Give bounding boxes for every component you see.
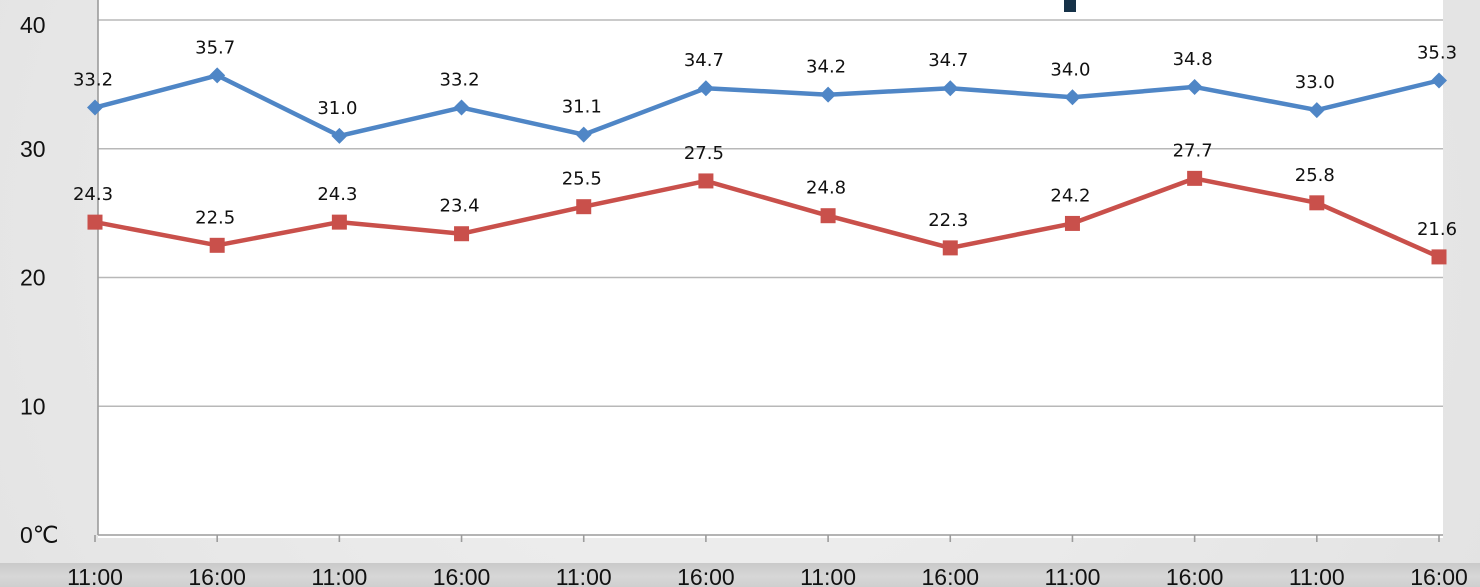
data-label: 35.7 [195, 37, 235, 58]
data-point-marker [209, 67, 226, 84]
data-point-marker [1064, 215, 1080, 231]
x-tick-label: 11:00 [67, 564, 123, 587]
data-point-marker [1431, 249, 1447, 265]
data-label: 34.7 [684, 50, 724, 71]
x-tick-label: 16:00 [1410, 564, 1468, 587]
series-lines [94, 73, 1440, 259]
data-point-marker [698, 173, 714, 189]
y-tick-labels: 0℃ 10 20 30 40 [20, 12, 59, 548]
data-label: 34.0 [1050, 59, 1090, 80]
data-point-marker [209, 237, 225, 253]
data-point-marker [942, 80, 959, 97]
series-line [94, 176, 1440, 259]
y-tick-label: 0℃ [20, 522, 59, 548]
data-point-marker [454, 226, 470, 242]
data-point-marker [697, 80, 714, 97]
data-label: 24.3 [73, 184, 113, 205]
data-label: 33.2 [73, 70, 113, 91]
x-tick-label: 11:00 [311, 564, 367, 587]
data-point-marker [820, 86, 837, 103]
x-tick-label: 11:00 [556, 564, 612, 587]
data-label: 27.7 [1173, 140, 1213, 161]
data-point-marker [576, 199, 592, 215]
y-tick-label: 20 [20, 265, 46, 291]
x-tick-label: 16:00 [188, 564, 246, 587]
data-label: 24.3 [317, 184, 357, 205]
x-tick-label: 16:00 [921, 564, 979, 587]
data-label: 21.6 [1417, 219, 1457, 240]
data-label: 25.5 [562, 169, 602, 190]
x-tick-label: 16:00 [677, 564, 735, 587]
axes [97, 0, 1443, 536]
x-tick-label: 16:00 [1166, 564, 1224, 587]
data-point-marker [453, 99, 470, 116]
top-right-mark [1064, 0, 1076, 12]
data-point-marker [1308, 102, 1325, 119]
data-label: 34.7 [928, 50, 968, 71]
x-tick-labels: 11:00 16:00 11:00 16:00 11:00 16:00 11:00 16:00… [67, 535, 1468, 587]
data-label: 24.8 [806, 178, 846, 199]
data-label: 33.2 [440, 70, 480, 91]
data-point-marker [575, 126, 592, 143]
y-tick-label: 10 [20, 393, 46, 419]
x-tick-label: 11:00 [1045, 564, 1101, 587]
data-point-marker [1064, 89, 1081, 106]
series-markers [87, 67, 1447, 265]
data-point-marker [331, 214, 347, 230]
data-point-marker [1309, 195, 1325, 211]
data-label: 34.2 [806, 57, 846, 78]
data-label: 27.5 [684, 143, 724, 164]
data-point-marker [87, 99, 103, 116]
data-point-marker [87, 214, 103, 230]
x-tick-label: 11:00 [800, 564, 856, 587]
data-point-marker [1187, 170, 1203, 186]
gridlines [98, 19, 1443, 408]
data-label: 24.2 [1050, 185, 1090, 206]
data-label: 34.8 [1173, 49, 1213, 70]
x-tick-label: 11:00 [1289, 564, 1345, 587]
data-label: 31.0 [317, 98, 357, 119]
data-label: 22.5 [195, 207, 235, 228]
data-point-marker [1431, 72, 1447, 89]
x-tick-label: 16:00 [433, 564, 491, 587]
data-label: 35.3 [1417, 43, 1457, 64]
data-label: 31.1 [562, 97, 602, 118]
data-point-marker [942, 240, 958, 256]
y-tick-label: 30 [20, 136, 46, 162]
data-label: 25.8 [1295, 165, 1335, 186]
data-label: 33.0 [1295, 72, 1335, 93]
y-tick-label: 40 [20, 12, 46, 38]
data-label: 23.4 [440, 196, 480, 217]
data-point-marker [331, 127, 348, 144]
data-point-marker [1186, 78, 1203, 95]
data-point-marker [820, 208, 836, 224]
bottom-band [0, 563, 1480, 587]
data-label: 22.3 [928, 210, 968, 231]
data-labels: 33.2 35.7 31.0 33.2 31.1 34.7 34.2 34.7 34.0 34.8… [73, 37, 1457, 240]
series-line [94, 73, 1440, 139]
